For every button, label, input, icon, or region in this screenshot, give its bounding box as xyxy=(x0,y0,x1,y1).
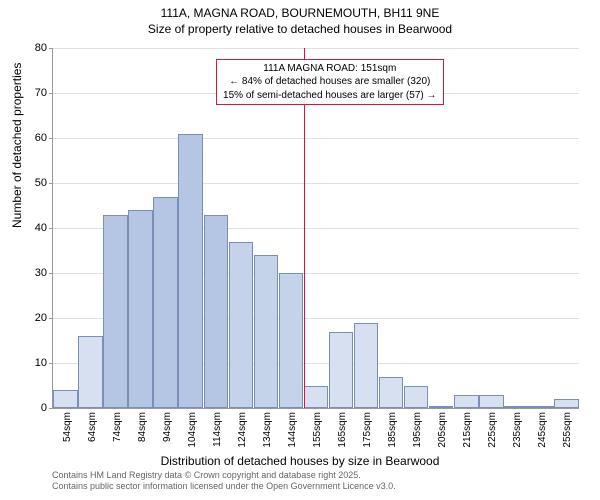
histogram-bar xyxy=(554,399,579,408)
xtick-label: 155sqm xyxy=(312,408,323,448)
histogram-bar xyxy=(78,336,103,408)
xtick-label: 114sqm xyxy=(212,408,223,447)
gridline xyxy=(53,48,579,49)
xtick-label: 225sqm xyxy=(487,408,498,448)
xtick-label: 235sqm xyxy=(512,408,523,448)
histogram-bar xyxy=(204,215,229,409)
xtick-label: 215sqm xyxy=(462,408,473,448)
histogram-bar xyxy=(354,323,379,409)
annotation-box: 111A MAGNA ROAD: 151sqm← 84% of detached… xyxy=(216,59,443,106)
histogram-bar xyxy=(479,395,504,409)
gridline xyxy=(53,183,579,184)
xtick-label: 175sqm xyxy=(362,408,373,448)
histogram-bar xyxy=(454,395,479,409)
xtick-label: 74sqm xyxy=(112,408,123,442)
xtick-label: 54sqm xyxy=(62,408,73,442)
xtick-label: 205sqm xyxy=(437,408,448,448)
histogram-bar xyxy=(53,390,78,408)
histogram-bar xyxy=(304,386,329,409)
histogram-bar xyxy=(404,386,429,409)
ytick-label: 0 xyxy=(41,402,53,414)
xtick-label: 134sqm xyxy=(262,408,273,448)
ytick-label: 70 xyxy=(35,87,53,99)
attribution-footer: Contains HM Land Registry data © Crown c… xyxy=(52,470,396,493)
xtick-label: 104sqm xyxy=(187,408,198,448)
ytick-label: 40 xyxy=(35,222,53,234)
histogram-bar xyxy=(379,377,404,409)
footer-line-2: Contains public sector information licen… xyxy=(52,481,396,492)
histogram-bar xyxy=(128,210,153,408)
xtick-label: 144sqm xyxy=(287,408,298,448)
histogram-bar xyxy=(329,332,354,409)
y-axis-label: Number of detached properties xyxy=(10,63,24,228)
xtick-label: 124sqm xyxy=(237,408,248,448)
ytick-label: 80 xyxy=(35,42,53,54)
plot-area: 0102030405060708054sqm64sqm74sqm84sqm94s… xyxy=(52,48,579,409)
ytick-label: 50 xyxy=(35,177,53,189)
xtick-label: 165sqm xyxy=(337,408,348,448)
title-line-1: 111A, MAGNA ROAD, BOURNEMOUTH, BH11 9NE xyxy=(0,6,600,22)
xtick-label: 185sqm xyxy=(387,408,398,448)
histogram-bar xyxy=(153,197,178,409)
title-line-2: Size of property relative to detached ho… xyxy=(0,22,600,38)
histogram-bar xyxy=(103,215,128,409)
xtick-label: 195sqm xyxy=(412,408,423,448)
xtick-label: 245sqm xyxy=(537,408,548,448)
chart-title: 111A, MAGNA ROAD, BOURNEMOUTH, BH11 9NE … xyxy=(0,0,600,37)
histogram-bar xyxy=(229,242,254,409)
ytick-label: 60 xyxy=(35,132,53,144)
ytick-label: 10 xyxy=(35,357,53,369)
histogram-bar xyxy=(254,255,279,408)
ytick-label: 20 xyxy=(35,312,53,324)
histogram-bar xyxy=(178,134,203,409)
x-axis-label: Distribution of detached houses by size … xyxy=(0,454,600,468)
xtick-label: 84sqm xyxy=(137,408,148,442)
footer-line-1: Contains HM Land Registry data © Crown c… xyxy=(52,470,396,481)
annotation-line: 15% of semi-detached houses are larger (… xyxy=(223,89,436,103)
chart-container: 111A, MAGNA ROAD, BOURNEMOUTH, BH11 9NE … xyxy=(0,0,600,500)
annotation-line: ← 84% of detached houses are smaller (32… xyxy=(223,75,436,89)
xtick-label: 94sqm xyxy=(162,408,173,442)
xtick-label: 64sqm xyxy=(87,408,98,442)
histogram-bar xyxy=(279,273,304,408)
gridline xyxy=(53,138,579,139)
xtick-label: 255sqm xyxy=(562,408,573,448)
annotation-line: 111A MAGNA ROAD: 151sqm xyxy=(223,62,436,76)
ytick-label: 30 xyxy=(35,267,53,279)
